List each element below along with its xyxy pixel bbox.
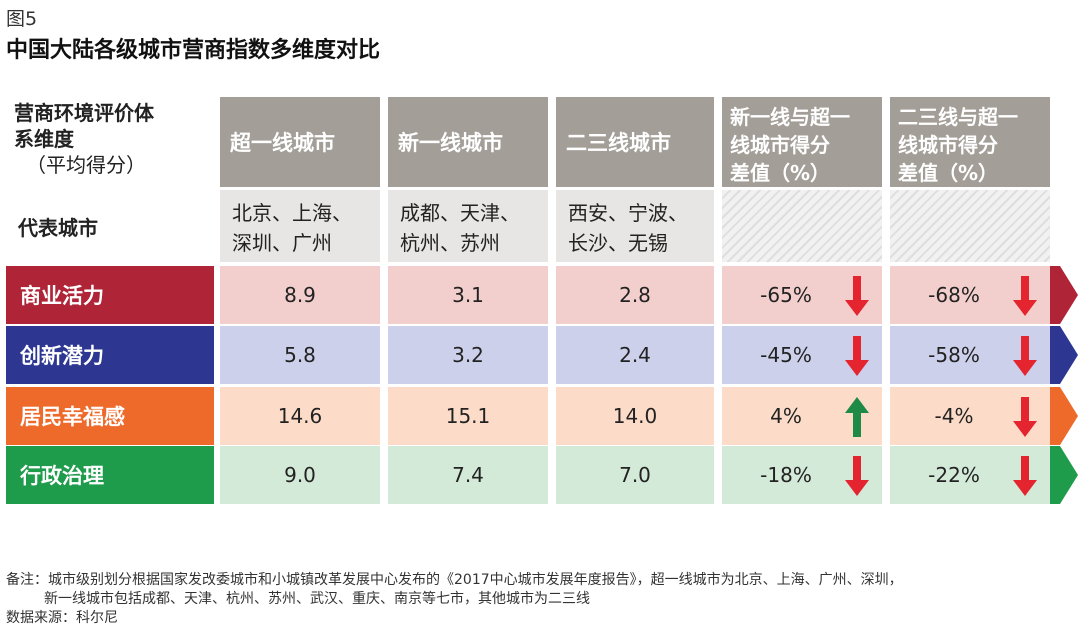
diff-cell: -58% — [890, 326, 1050, 384]
data-source: 数据来源：科尔尼 — [6, 610, 118, 626]
row-pointer-icon — [1050, 446, 1078, 504]
diff-value: -4% — [934, 404, 974, 428]
value-cell: 2.4 — [556, 326, 714, 384]
value-cell: 9.0 — [220, 446, 380, 504]
value-cell: 8.9 — [220, 266, 380, 324]
diff-value: -65% — [760, 283, 812, 307]
row-label: 商业活力 — [6, 266, 214, 324]
arrow-down-icon — [1013, 276, 1037, 316]
value-cell: 15.1 — [388, 387, 548, 445]
row-pointer-icon — [1050, 266, 1078, 324]
value-cell: 3.1 — [388, 266, 548, 324]
column-header-diff-tier23-l1: 二三线与超一 — [898, 105, 1018, 129]
value-cell: 2.8 — [556, 266, 714, 324]
dimension-header-line2: 系维度 — [14, 127, 74, 151]
diff-cell: -65% — [722, 266, 882, 324]
column-header-tier1: 超一线城市 — [220, 97, 380, 187]
hatch-cell-diff-new-tier1 — [722, 190, 882, 262]
cities-new-tier1-l1: 成都、天津、 — [400, 201, 520, 225]
diff-value: -18% — [760, 463, 812, 487]
column-header-diff-new-tier1-l2: 线城市得分 — [730, 133, 830, 157]
value-cell: 7.0 — [556, 446, 714, 504]
value-cell: 3.2 — [388, 326, 548, 384]
diff-cell: -4% — [890, 387, 1050, 445]
cities-tier1-l2: 深圳、广州 — [232, 231, 332, 255]
column-header-diff-tier23-l3: 差值（%） — [898, 161, 999, 185]
value-cell: 7.4 — [388, 446, 548, 504]
arrow-down-icon — [1013, 336, 1037, 376]
arrow-down-icon — [845, 276, 869, 316]
arrow-down-icon — [845, 456, 869, 496]
representative-cities-label: 代表城市 — [18, 216, 98, 240]
diff-value: -58% — [928, 343, 980, 367]
arrow-down-icon — [1013, 397, 1037, 437]
column-header-diff-new-tier1-l1: 新一线与超一 — [730, 105, 850, 129]
column-header-diff-new-tier1-l3: 差值（%） — [730, 161, 831, 185]
column-header-tier23: 二三线城市 — [556, 97, 714, 187]
diff-value: 4% — [770, 404, 802, 428]
diff-cell: -45% — [722, 326, 882, 384]
dimension-header-line1: 营商环境评价体 — [14, 101, 154, 125]
diff-cell: -22% — [890, 446, 1050, 504]
row-label: 居民幸福感 — [6, 387, 214, 445]
value-cell: 5.8 — [220, 326, 380, 384]
dimension-header-line3: （平均得分） — [26, 153, 146, 177]
cities-new-tier1-l2: 杭州、苏州 — [400, 231, 500, 255]
diff-cell: -18% — [722, 446, 882, 504]
column-header-diff-tier23: 二三线与超一 线城市得分 差值（%） — [890, 97, 1050, 187]
column-header-new-tier1: 新一线城市 — [388, 97, 548, 187]
value-cell: 14.0 — [556, 387, 714, 445]
column-header-diff-new-tier1: 新一线与超一 线城市得分 差值（%） — [722, 97, 882, 187]
note-line2: 新一线城市包括成都、天津、杭州、苏州、武汉、重庆、南京等七市，其他城市为二三线 — [44, 591, 590, 607]
cities-tier23-l1: 西安、宁波、 — [568, 201, 688, 225]
row-pointer-icon — [1050, 326, 1078, 384]
row-label: 行政治理 — [6, 446, 214, 504]
row-pointer-icon — [1050, 387, 1078, 445]
diff-value: -68% — [928, 283, 980, 307]
row-label: 创新潜力 — [6, 326, 214, 384]
cities-tier23: 西安、宁波、 长沙、无锡 — [556, 190, 714, 262]
diff-cell: 4% — [722, 387, 882, 445]
note-line1: 备注：城市级别划分根据国家发改委城市和小城镇改革发展中心发布的《2017中心城市… — [6, 572, 903, 588]
figure-label: 图5 — [6, 8, 38, 30]
arrow-up-icon — [845, 397, 869, 437]
cities-new-tier1: 成都、天津、 杭州、苏州 — [388, 190, 548, 262]
diff-value: -45% — [760, 343, 812, 367]
column-header-diff-tier23-l2: 线城市得分 — [898, 133, 998, 157]
chart-title: 中国大陆各级城市营商指数多维度对比 — [6, 38, 381, 63]
cities-tier23-l2: 长沙、无锡 — [568, 231, 668, 255]
cities-tier1-l1: 北京、上海、 — [232, 201, 352, 225]
arrow-down-icon — [845, 336, 869, 376]
diff-value: -22% — [928, 463, 980, 487]
arrow-down-icon — [1013, 456, 1037, 496]
diff-cell: -68% — [890, 266, 1050, 324]
hatch-cell-diff-tier23 — [890, 190, 1050, 262]
dimension-header: 营商环境评价体 系维度 （平均得分） — [14, 100, 214, 178]
value-cell: 14.6 — [220, 387, 380, 445]
cities-tier1: 北京、上海、 深圳、广州 — [220, 190, 380, 262]
